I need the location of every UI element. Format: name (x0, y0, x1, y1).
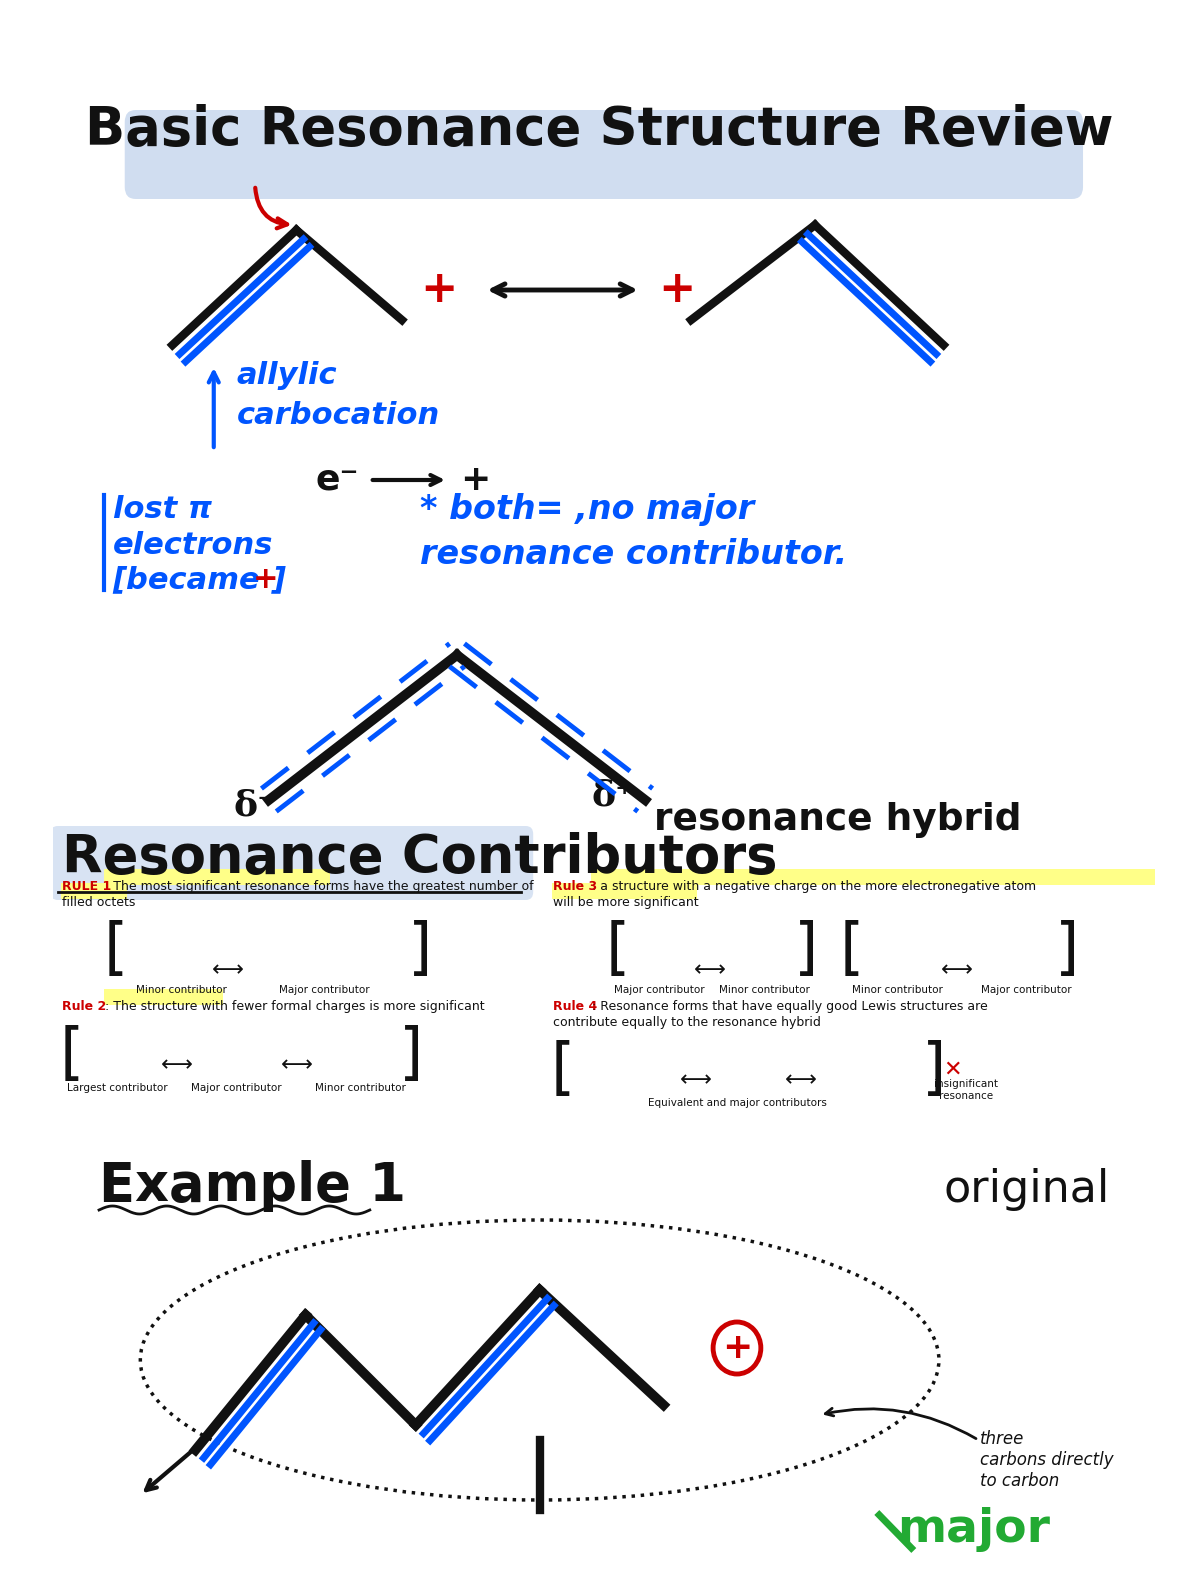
FancyBboxPatch shape (61, 882, 127, 900)
Text: Minor contributor: Minor contributor (719, 984, 810, 995)
Text: ⟷: ⟷ (941, 959, 973, 980)
Text: Minor contributor: Minor contributor (316, 1083, 406, 1093)
Text: ]: ] (793, 920, 818, 980)
Text: [: [ (551, 1039, 575, 1101)
Text: : The most significant resonance forms have the greatest number of: : The most significant resonance forms h… (104, 881, 533, 893)
Text: : a structure with a negative charge on the more electronegative atom: : a structure with a negative charge on … (592, 881, 1036, 893)
Text: lost π: lost π (113, 496, 211, 524)
Text: Basic Resonance Structure Review: Basic Resonance Structure Review (85, 104, 1114, 155)
Text: ]: ] (408, 920, 432, 980)
Text: Largest contributor: Largest contributor (67, 1083, 168, 1093)
FancyArrowPatch shape (256, 188, 287, 228)
Text: Rule 2: Rule 2 (62, 1000, 107, 1013)
Text: [became: [became (113, 565, 271, 595)
Text: Major contributor: Major contributor (278, 984, 370, 995)
Text: : Resonance forms that have equally good Lewis structures are: : Resonance forms that have equally good… (592, 1000, 988, 1013)
Text: Equivalent and major contributors: Equivalent and major contributors (648, 1097, 827, 1108)
Text: electrons: electrons (113, 531, 274, 559)
Text: Rule 4: Rule 4 (553, 1000, 598, 1013)
Text: [: [ (103, 920, 127, 980)
FancyBboxPatch shape (592, 870, 1181, 885)
FancyBboxPatch shape (125, 110, 1084, 199)
Text: Resonance Contributors: Resonance Contributors (62, 832, 778, 884)
Text: : The structure with fewer formal charges is more significant: : The structure with fewer formal charge… (104, 1000, 484, 1013)
Text: ]: ] (271, 565, 286, 595)
Text: three
carbons directly
to carbon: three carbons directly to carbon (980, 1430, 1114, 1490)
Text: RULE 1: RULE 1 (62, 881, 112, 893)
Text: ✕: ✕ (943, 1060, 962, 1080)
Text: Example 1: Example 1 (100, 1160, 406, 1212)
Text: +: + (721, 1331, 752, 1364)
Text: Major contributor: Major contributor (191, 1083, 282, 1093)
Text: ⟷: ⟷ (679, 1071, 712, 1090)
Text: ⟷: ⟷ (694, 959, 725, 980)
Text: [: [ (840, 920, 864, 980)
Text: * both= ,no major: * both= ,no major (420, 493, 755, 526)
Text: +: + (460, 463, 491, 498)
FancyBboxPatch shape (103, 870, 330, 885)
Text: carbocation: carbocation (236, 400, 440, 430)
FancyBboxPatch shape (103, 989, 223, 1005)
Text: +: + (253, 565, 278, 595)
Text: Major contributor: Major contributor (980, 984, 1072, 995)
Text: resonance hybrid: resonance hybrid (654, 802, 1022, 838)
Text: +: + (420, 268, 457, 311)
Text: Major contributor: Major contributor (613, 984, 704, 995)
Text: resonance contributor.: resonance contributor. (420, 539, 847, 571)
Text: ⟷: ⟷ (281, 1055, 312, 1075)
Text: insignificant
resonance: insignificant resonance (935, 1079, 998, 1101)
Text: δ⁺: δ⁺ (592, 779, 635, 812)
Text: will be more significant: will be more significant (553, 896, 700, 909)
Text: ]: ] (922, 1039, 947, 1101)
Text: ]: ] (398, 1025, 424, 1085)
Text: ]: ] (1055, 920, 1080, 980)
FancyBboxPatch shape (50, 826, 533, 900)
Text: δ⁻: δ⁻ (234, 788, 277, 823)
Text: ⟷: ⟷ (161, 1055, 193, 1075)
Text: Rule 3: Rule 3 (553, 881, 598, 893)
Text: [: [ (59, 1025, 84, 1085)
Text: ⟷: ⟷ (211, 959, 244, 980)
Text: ⟷: ⟷ (785, 1071, 817, 1090)
Text: contribute equally to the resonance hybrid: contribute equally to the resonance hybr… (553, 1016, 821, 1028)
Text: major: major (898, 1507, 1051, 1553)
Text: [: [ (606, 920, 630, 980)
Text: e⁻: e⁻ (316, 463, 360, 498)
Text: Minor contributor: Minor contributor (852, 984, 943, 995)
FancyBboxPatch shape (552, 882, 696, 900)
Text: original: original (943, 1168, 1110, 1210)
Text: Minor contributor: Minor contributor (136, 984, 227, 995)
Text: filled octets: filled octets (62, 896, 136, 909)
Text: allylic: allylic (236, 361, 337, 389)
Text: +: + (659, 268, 696, 311)
